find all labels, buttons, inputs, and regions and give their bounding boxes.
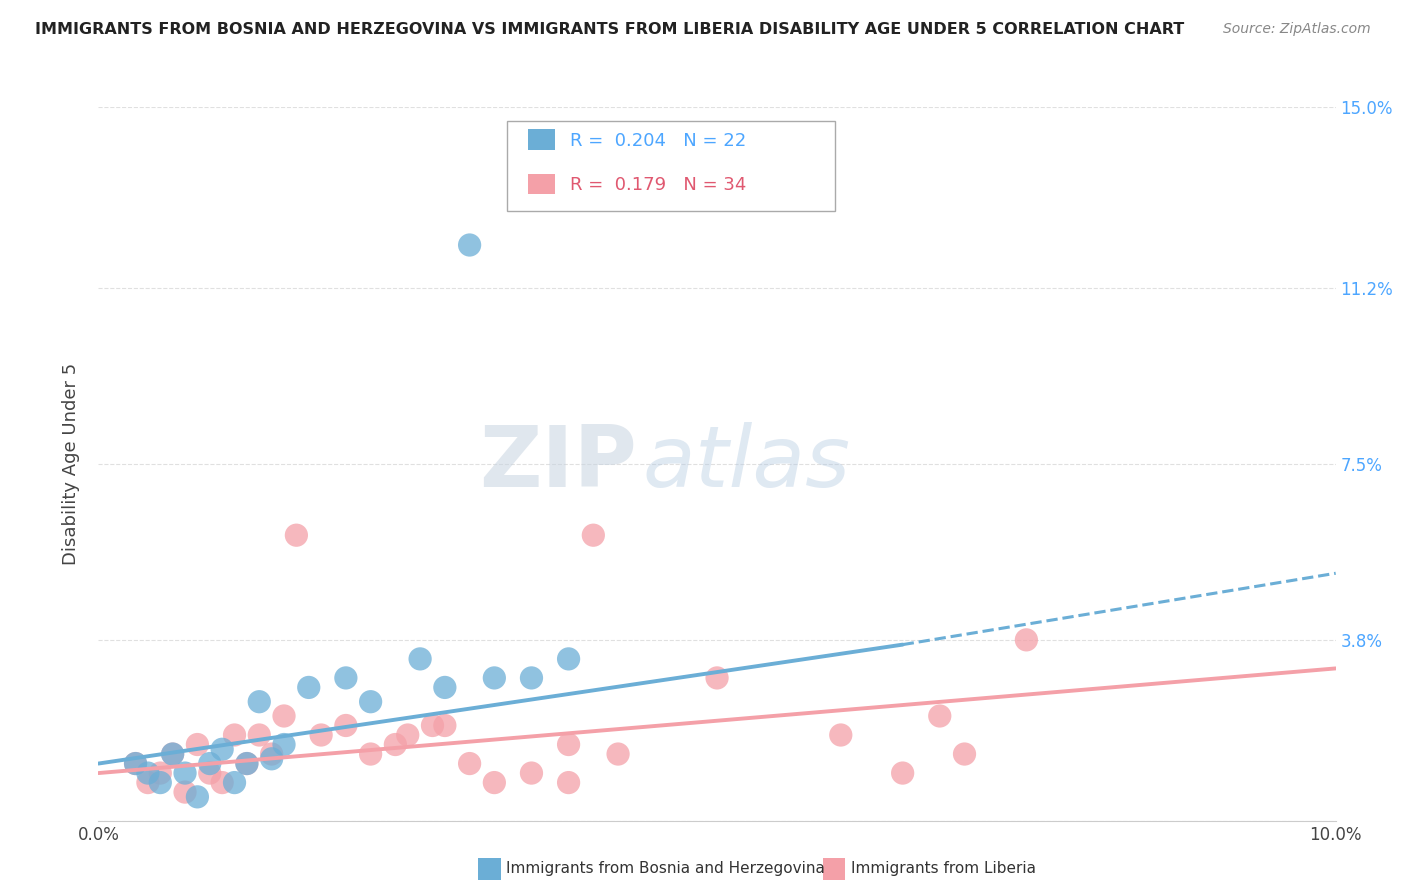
Point	[260, 747, 283, 761]
Point	[198, 756, 221, 771]
Bar	[527, 129, 555, 150]
Point	[211, 775, 233, 789]
Point	[422, 718, 444, 732]
Point	[273, 738, 295, 752]
Text: Immigrants from Bosnia and Herzegovina: Immigrants from Bosnia and Herzegovina	[506, 862, 825, 876]
Y-axis label: Disability Age Under 5: Disability Age Under 5	[62, 363, 80, 565]
Point	[433, 718, 456, 732]
Point	[396, 728, 419, 742]
Point	[607, 747, 630, 761]
Bar	[527, 174, 555, 194]
Point	[928, 709, 950, 723]
Point	[124, 756, 146, 771]
Point	[335, 718, 357, 732]
Point	[247, 728, 270, 742]
Point	[557, 738, 579, 752]
Text: Source: ZipAtlas.com: Source: ZipAtlas.com	[1223, 22, 1371, 37]
Point	[458, 238, 481, 252]
Point	[198, 766, 221, 780]
Point	[260, 752, 283, 766]
Point	[224, 775, 246, 789]
Point	[830, 728, 852, 742]
Point	[186, 789, 208, 804]
Point	[891, 766, 914, 780]
Point	[162, 747, 184, 761]
Point	[484, 775, 506, 789]
Point	[236, 756, 259, 771]
Point	[174, 785, 197, 799]
Point	[211, 742, 233, 756]
Point	[582, 528, 605, 542]
Point	[484, 671, 506, 685]
Point	[335, 671, 357, 685]
Point	[298, 681, 321, 695]
Point	[557, 775, 579, 789]
Point	[433, 681, 456, 695]
Point	[557, 652, 579, 666]
Point	[520, 671, 543, 685]
FancyBboxPatch shape	[506, 121, 835, 211]
Point	[174, 766, 197, 780]
Point	[458, 756, 481, 771]
Text: IMMIGRANTS FROM BOSNIA AND HERZEGOVINA VS IMMIGRANTS FROM LIBERIA DISABILITY AGE: IMMIGRANTS FROM BOSNIA AND HERZEGOVINA V…	[35, 22, 1184, 37]
Point	[124, 756, 146, 771]
Point	[186, 738, 208, 752]
Text: R =  0.179   N = 34: R = 0.179 N = 34	[569, 176, 747, 194]
Point	[706, 671, 728, 685]
Point	[384, 738, 406, 752]
Point	[360, 695, 382, 709]
Point	[247, 695, 270, 709]
Text: ZIP: ZIP	[479, 422, 637, 506]
Point	[136, 775, 159, 789]
Text: atlas: atlas	[643, 422, 851, 506]
Point	[520, 766, 543, 780]
Text: R =  0.204   N = 22: R = 0.204 N = 22	[569, 132, 747, 150]
Text: Immigrants from Liberia: Immigrants from Liberia	[851, 862, 1036, 876]
Point	[409, 652, 432, 666]
Point	[285, 528, 308, 542]
Point	[236, 756, 259, 771]
Point	[149, 766, 172, 780]
Point	[1015, 632, 1038, 647]
Point	[309, 728, 332, 742]
Point	[136, 766, 159, 780]
Point	[953, 747, 976, 761]
Point	[224, 728, 246, 742]
Point	[360, 747, 382, 761]
Point	[162, 747, 184, 761]
Point	[149, 775, 172, 789]
Point	[273, 709, 295, 723]
